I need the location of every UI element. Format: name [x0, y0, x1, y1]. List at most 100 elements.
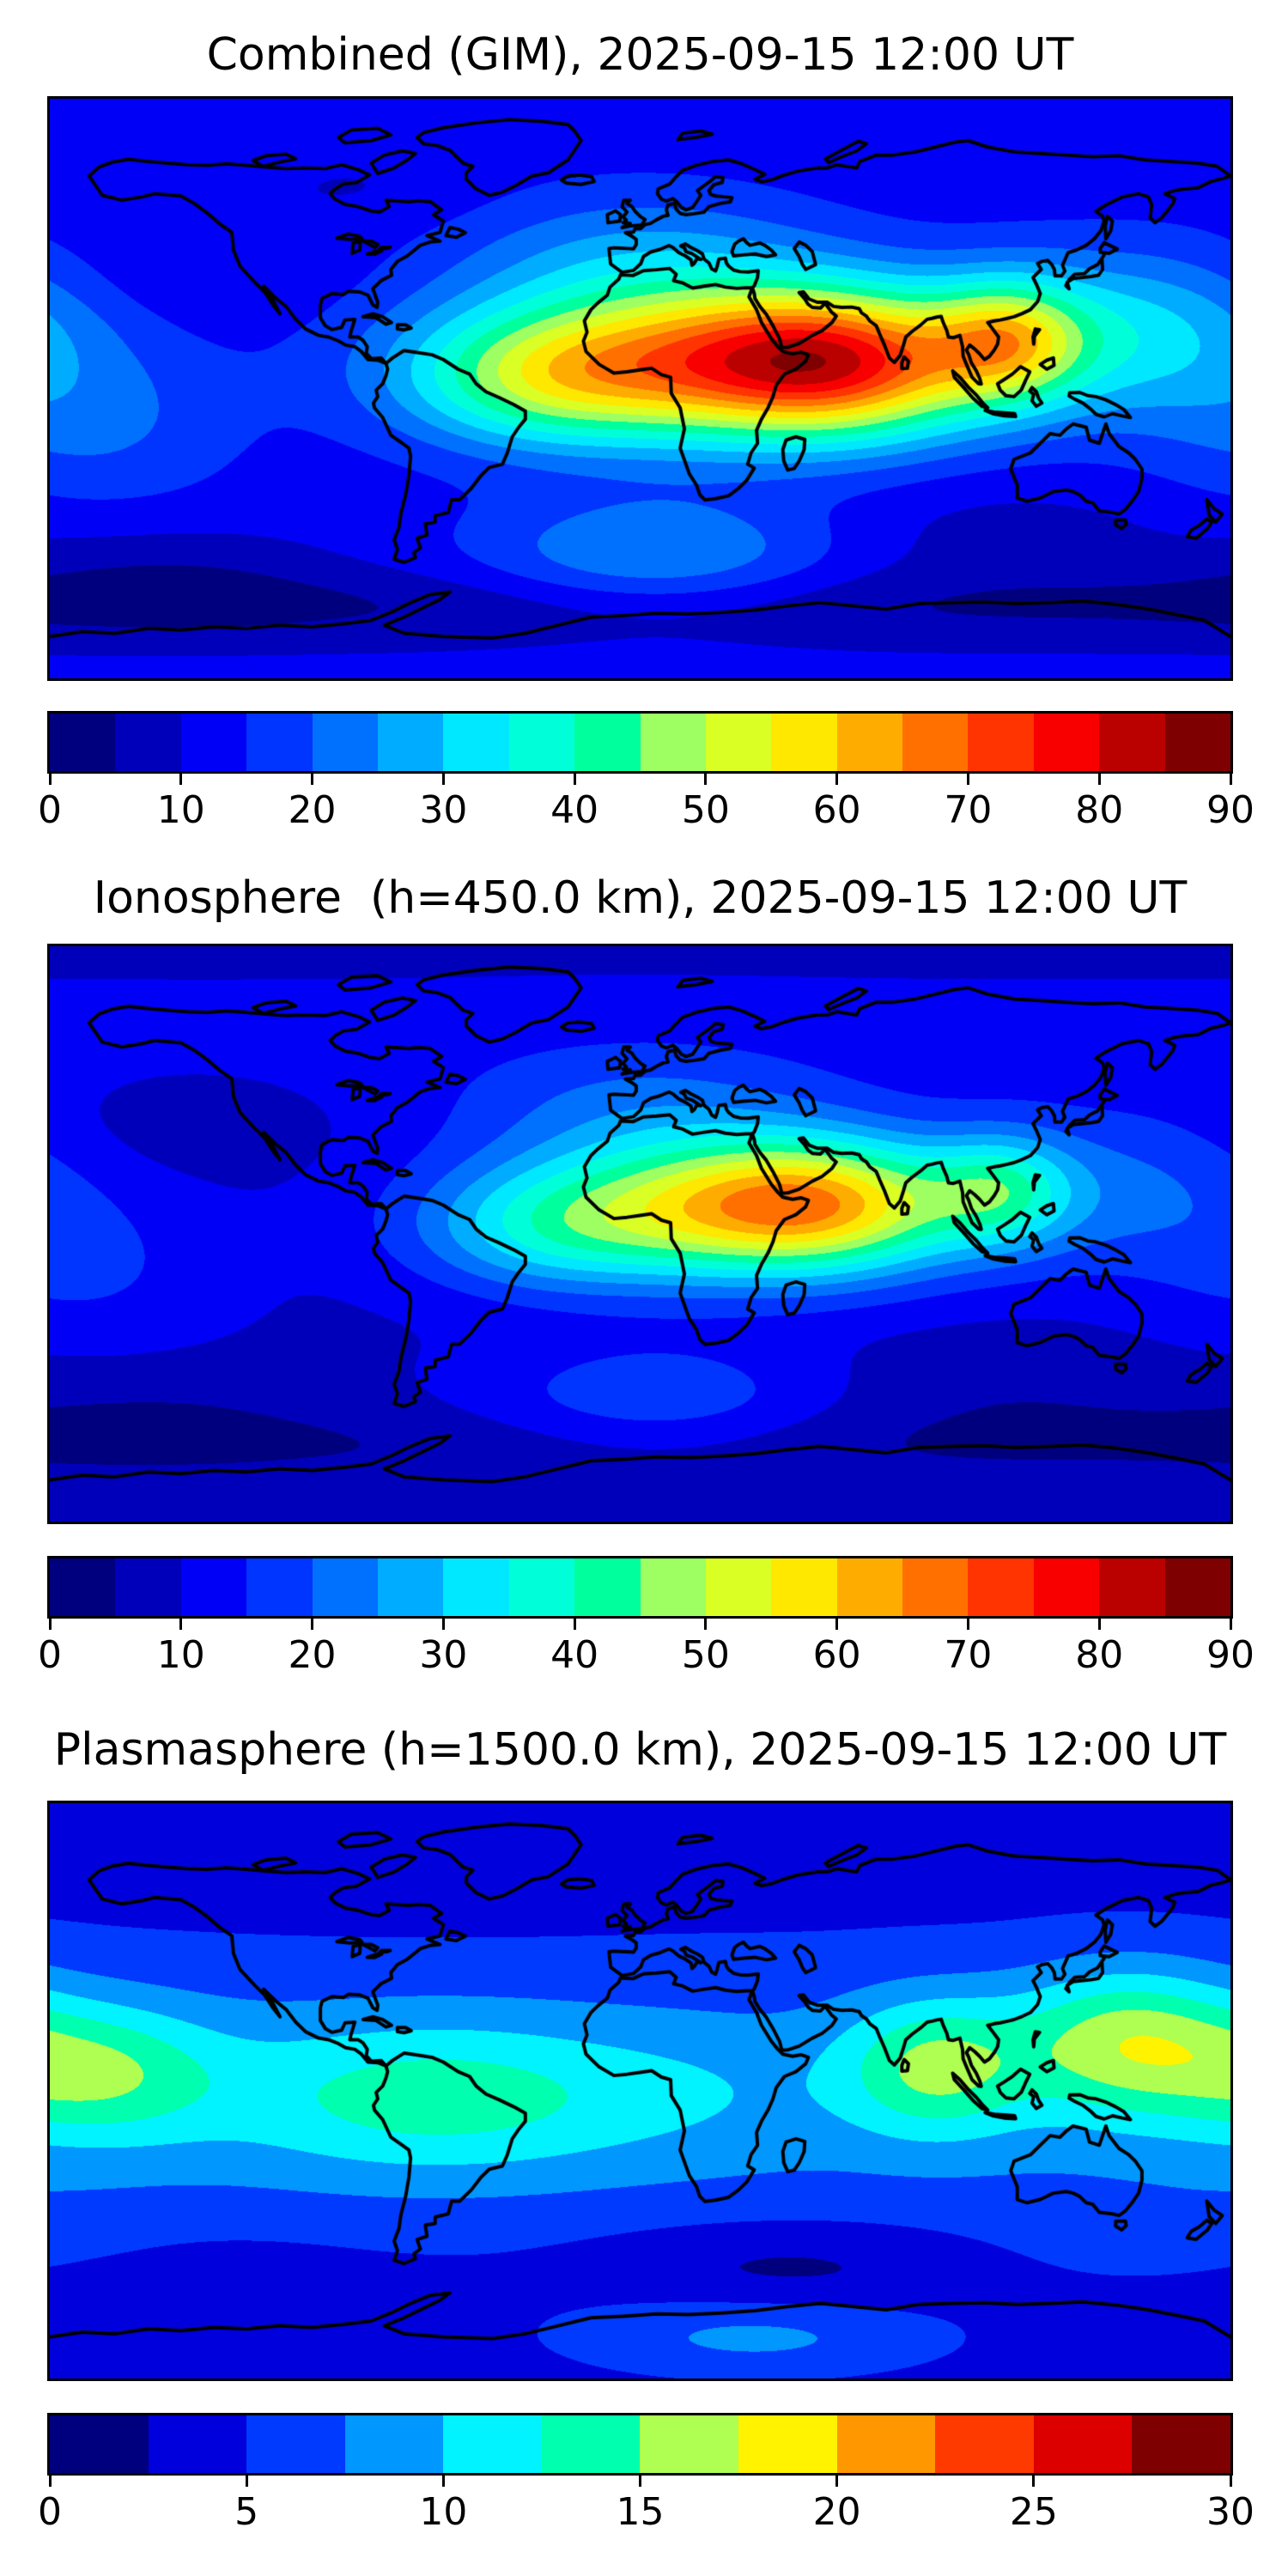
colorbar-tick-label: 90 — [1206, 1633, 1255, 1677]
colorbar-tick — [48, 1619, 52, 1630]
colorbar-segment — [1099, 1558, 1165, 1616]
colorbar-ionosphere — [47, 1556, 1233, 1619]
colorbar-tick — [704, 774, 708, 785]
world-map-ionosphere — [47, 944, 1233, 1524]
colorbar-segment — [377, 714, 444, 771]
colorbar-segment — [1033, 2415, 1133, 2473]
map-canvas-ionosphere — [50, 946, 1230, 1522]
colorbar-tick-label: 10 — [156, 788, 205, 832]
colorbar-tick-label: 90 — [1206, 788, 1255, 832]
colorbar-tick-label: 40 — [550, 1633, 599, 1677]
colorbar-tick — [1032, 2476, 1036, 2487]
colorbar-segment — [836, 714, 903, 771]
colorbar-plasmasphere — [47, 2413, 1233, 2476]
colorbar-tick — [835, 1619, 839, 1630]
colorbar-segment — [1164, 714, 1231, 771]
colorbar-tick — [835, 774, 839, 785]
colorbar-segment — [246, 2415, 345, 2473]
colorbar-tick-label: 25 — [1009, 2490, 1058, 2534]
colorbar-segment — [640, 1558, 706, 1616]
colorbar-tick — [573, 1619, 576, 1630]
colorbar-segment — [312, 1558, 378, 1616]
colorbar-segment — [836, 1558, 903, 1616]
colorbar-segment — [443, 1558, 509, 1616]
world-map-combined — [47, 96, 1233, 681]
colorbar-segment — [508, 1558, 575, 1616]
colorbar-segment — [640, 2415, 739, 2473]
colorbar-tick — [48, 2476, 52, 2487]
colorbar-segment — [935, 2415, 1034, 2473]
colorbar-tick-label: 10 — [156, 1633, 205, 1677]
colorbar-tick — [48, 774, 52, 785]
colorbar-segment — [705, 714, 772, 771]
colorbar-segment — [574, 714, 641, 771]
colorbar-tick-label: 20 — [288, 1633, 337, 1677]
colorbar-combined — [47, 711, 1233, 774]
colorbar-segment — [1099, 714, 1165, 771]
colorbar-tick — [441, 774, 445, 785]
colorbar-segment — [1132, 2415, 1230, 2473]
colorbar-tick-label: 0 — [38, 788, 62, 832]
colorbar-tick — [966, 774, 969, 785]
colorbar-tick-label: 5 — [234, 2490, 259, 2534]
colorbar-tick-label: 70 — [944, 1633, 993, 1677]
colorbar-tick — [441, 2476, 445, 2487]
colorbar-tick — [179, 774, 183, 785]
colorbar-segment — [1033, 1558, 1100, 1616]
colorbar-segment — [180, 1558, 247, 1616]
colorbar-tick-label: 70 — [944, 788, 993, 832]
colorbar-tick — [1229, 2476, 1232, 2487]
colorbar-segment — [968, 714, 1034, 771]
colorbar-segment — [771, 714, 837, 771]
colorbar-segment — [50, 714, 116, 771]
colorbar-tick-label: 80 — [1075, 1633, 1124, 1677]
colorbar-segment — [1033, 714, 1100, 771]
colorbar-segment — [50, 2415, 149, 2473]
colorbar-tick-label: 60 — [812, 788, 861, 832]
colorbar-tick — [441, 1619, 445, 1630]
colorbar-tick — [179, 1619, 183, 1630]
colorbar-segment — [246, 1558, 313, 1616]
colorbar-segment — [640, 714, 706, 771]
colorbar-segment — [246, 714, 313, 771]
colorbar-tick — [1229, 1619, 1232, 1630]
colorbar-segment — [1164, 1558, 1231, 1616]
colorbar-tick — [639, 2476, 641, 2487]
colorbar-tick-label: 20 — [288, 788, 337, 832]
colorbar-tick — [704, 1619, 708, 1630]
colorbar-segment — [180, 714, 247, 771]
panel-title-ionosphere: Ionosphere (h=450.0 km), 2025-09-15 12:0… — [93, 872, 1188, 924]
colorbar-tick-label: 60 — [812, 1633, 861, 1677]
colorbar-segment — [148, 2415, 247, 2473]
colorbar-segment — [902, 1558, 969, 1616]
panel-title-plasmasphere: Plasmasphere (h=1500.0 km), 2025-09-15 1… — [53, 1724, 1227, 1776]
colorbar-tick-label: 30 — [419, 1633, 468, 1677]
map-canvas-plasmasphere — [50, 1803, 1230, 2379]
panel-title-combined: Combined (GIM), 2025-09-15 12:00 UT — [206, 29, 1074, 81]
colorbar-segment — [968, 1558, 1034, 1616]
colorbar-tick — [1097, 774, 1101, 785]
colorbar-segment — [902, 714, 969, 771]
map-canvas-combined — [50, 99, 1230, 678]
colorbar-segment — [115, 714, 181, 771]
colorbar-tick-label: 0 — [38, 2490, 62, 2534]
colorbar-tick-label: 50 — [681, 1633, 730, 1677]
colorbar-segment — [836, 2415, 936, 2473]
colorbar-segment — [115, 1558, 181, 1616]
colorbar-tick — [966, 1619, 969, 1630]
colorbar-segment — [344, 2415, 444, 2473]
colorbar-segment — [443, 714, 509, 771]
colorbar-tick-label: 30 — [1206, 2490, 1255, 2534]
colorbar-segment — [705, 1558, 772, 1616]
colorbar-segment — [443, 2415, 542, 2473]
colorbar-tick — [1097, 1619, 1101, 1630]
colorbar-tick — [311, 774, 314, 785]
colorbar-tick-label: 30 — [419, 788, 468, 832]
colorbar-tick — [311, 1619, 314, 1630]
colorbar-segment — [50, 1558, 116, 1616]
colorbar-segment — [312, 714, 378, 771]
world-map-plasmasphere — [47, 1801, 1233, 2381]
colorbar-tick-label: 10 — [419, 2490, 468, 2534]
colorbar-segment — [541, 2415, 641, 2473]
